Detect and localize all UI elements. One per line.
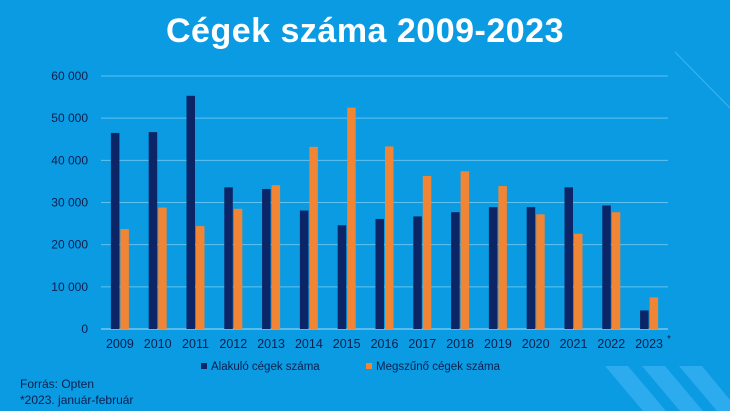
bar-alakulo-2015: [337, 225, 347, 329]
bar-alakulo-2019: [488, 207, 498, 329]
y-tick-label: 60 000: [51, 69, 88, 83]
bar-megszuno-2009: [120, 229, 129, 329]
bar-megszuno-2011: [196, 226, 205, 329]
legend-swatch: [366, 363, 372, 369]
bar-megszuno-2023: [649, 297, 659, 329]
y-tick-label: 50 000: [51, 111, 88, 125]
x-tick-label: 2023: [635, 337, 663, 351]
x-tick-label: 2019: [484, 337, 512, 351]
x-tick-label: 2009: [106, 337, 134, 351]
bar-alakulo-2012: [224, 187, 233, 329]
bar-megszuno-2020: [536, 214, 545, 329]
y-tick-label: 20 000: [51, 238, 88, 252]
x-tick-label: 2014: [295, 337, 323, 351]
bar-alakulo-2017: [413, 216, 422, 329]
y-tick-label: 30 000: [51, 196, 88, 210]
bar-alakulo-2010: [148, 132, 158, 329]
y-tick-label: 40 000: [51, 153, 88, 167]
bar-alakulo-2020: [526, 207, 536, 329]
bar-megszuno-2010: [158, 207, 167, 329]
bar-megszuno-2012: [233, 208, 243, 329]
x-tick-label: 2017: [408, 337, 436, 351]
bar-alakulo-2011: [186, 95, 195, 330]
bar-megszuno-2013: [271, 185, 281, 329]
bar-megszuno-2015: [347, 107, 356, 329]
bar-alakulo-2014: [299, 210, 309, 329]
legend-label: Megszűnő cégek száma: [376, 361, 501, 373]
x-tick-label: 2020: [522, 337, 550, 351]
x-tick-label: 2011: [182, 337, 209, 351]
y-tick-label: 0: [81, 322, 88, 336]
chevron-decoration-icon: [605, 366, 730, 411]
bar-megszuno-2016: [385, 146, 394, 329]
x-tick-label: 2013: [257, 337, 285, 351]
bar-megszuno-2014: [309, 146, 318, 329]
bar-megszuno-2018: [460, 171, 470, 329]
x-tick-label: 2012: [219, 337, 247, 351]
source-note: Forrás: Opten *2023. január-február: [20, 376, 133, 408]
asterisk-note-marker: *: [667, 334, 671, 345]
bar-alakulo-2018: [451, 212, 460, 329]
date-range-note: *2023. január-február: [20, 393, 134, 407]
bar-megszuno-2017: [422, 175, 432, 329]
bar-alakulo-2022: [602, 205, 611, 329]
x-tick-label: 2015: [333, 337, 361, 351]
bar-megszuno-2019: [498, 186, 507, 329]
legend-label: Alakuló cégek száma: [211, 361, 320, 373]
x-tick-label: 2018: [446, 337, 474, 351]
legend-swatch: [201, 363, 207, 369]
bar-megszuno-2022: [611, 212, 621, 329]
x-tick-label: 2021: [560, 337, 588, 351]
x-tick-label: 2022: [597, 337, 625, 351]
x-tick-label: 2016: [371, 337, 399, 351]
bar-alakulo-2016: [375, 218, 384, 329]
bar-alakulo-2021: [564, 187, 573, 329]
bar-alakulo-2023: [640, 310, 649, 329]
x-tick-label: 2010: [144, 337, 172, 351]
source-line: Forrás: Opten: [20, 377, 95, 391]
slide-title: Cégek száma 2009-2023: [166, 12, 564, 50]
decorative-streak: [674, 51, 730, 109]
bar-alakulo-2013: [262, 189, 271, 329]
bar-megszuno-2021: [574, 233, 583, 329]
bar-alakulo-2009: [110, 132, 120, 329]
y-tick-label: 10 000: [51, 280, 88, 294]
